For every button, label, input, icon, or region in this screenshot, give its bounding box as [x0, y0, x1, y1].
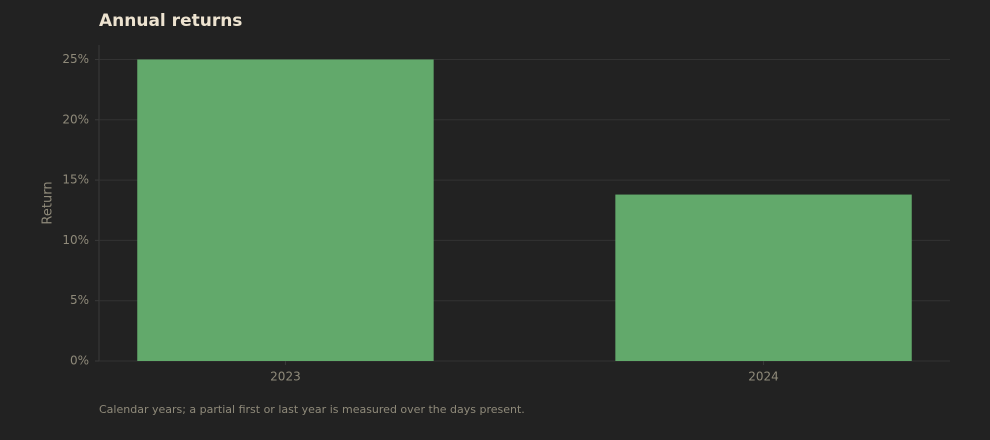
bar [137, 59, 434, 362]
chart-title: Annual returns [99, 11, 242, 31]
y-axis-label: Return [41, 181, 56, 224]
x-tick-label: 2023 [270, 370, 301, 384]
bar [615, 194, 912, 361]
y-tick-label: 15% [62, 173, 89, 187]
footnote: Calendar years; a partial first or last … [99, 403, 525, 416]
x-tick-label: 2024 [748, 370, 779, 384]
y-tick-label: 20% [62, 112, 89, 126]
y-tick-label: 25% [62, 52, 89, 66]
y-tick-label: 10% [62, 233, 89, 247]
y-tick-label: 5% [70, 293, 89, 307]
y-tick-label: 0% [70, 354, 89, 368]
